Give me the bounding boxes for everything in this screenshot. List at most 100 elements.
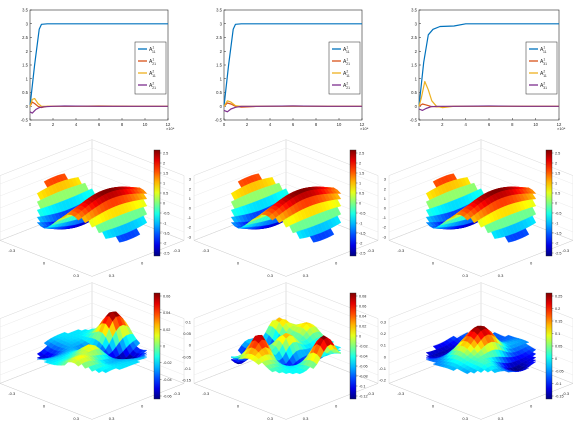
surface-patch [81,362,89,369]
x-tick-label: 6 [488,122,491,127]
series-line-4 [29,105,168,114]
x-tick-label: 0.3 [462,416,468,421]
colorbar-tick-label: -0.5 [555,212,562,216]
z-tick-label: -0.2 [379,377,387,382]
z-tick-label: -0.1 [379,366,387,371]
x-tick-label: 6 [292,122,295,127]
surface-patch [484,367,492,373]
surface-patch [295,371,304,375]
y-tick-label: 0 [141,403,144,408]
z-tick-label: 2 [189,186,192,191]
y-tick-label: 2 [220,49,223,54]
y-tick-label: -0.3 [173,248,181,253]
y-tick-label: 0.3 [303,416,309,421]
colorbar-tick-label: 0.25 [555,295,562,299]
y-tick-label: 3 [220,21,223,26]
surface-patch [255,214,263,219]
x-tick-label: 0.3 [267,416,273,421]
y-tick-label: 1 [415,76,418,81]
surface-patch [282,371,290,374]
x-tick-label: 2 [441,122,444,127]
colorbar-tick-label: -0.02 [163,361,172,365]
z-tick-label: -2 [382,225,386,230]
side-wall [388,282,482,384]
y-tick-label: 3.5 [22,8,28,13]
z-tick-label: 0.2 [380,331,386,336]
side-wall [193,282,287,384]
y-tick-label: -0.5 [215,118,223,123]
y-tick-label: -0.3 [562,248,570,253]
surface-patch [504,235,513,243]
z-tick-label: 1 [189,196,192,201]
surface-chart-1: 3210-1-2-3-0.300.30.30-0.32.521.510.50-0… [0,139,185,278]
z-gridline [193,314,379,352]
y-tick-label: -0.3 [173,391,181,396]
z-gridline [193,147,379,185]
colorbar-tick-label: 0 [359,335,361,339]
colorbar-tick-label: 0 [555,357,557,361]
z-tick-label: -2 [187,225,191,230]
colorbar-tick-label: 2 [359,162,361,166]
y-tick-label: 0.5 [22,90,28,95]
z-gridline [0,302,185,340]
series-line-4 [418,105,559,111]
x-tick-label: 8 [315,122,318,127]
surface-patch [463,213,471,221]
surface-patch [102,230,110,239]
colorbar-tick-label: -1.5 [163,232,170,236]
y-tick-label: 0 [530,403,533,408]
y-tick-label: 0 [415,104,418,109]
y-tick-label: 3.5 [216,8,222,13]
z-gridline [0,183,185,221]
colorbar-tick-label: -0.5 [359,212,366,216]
surface-patch [81,214,89,224]
colorbar-tick-label: 0.06 [359,305,366,309]
colorbar-tick-label: -0.06 [359,365,368,369]
x-tick-label: 6 [98,122,101,127]
z-gridline [193,171,379,209]
z-tick-label: -3 [382,234,386,239]
colorbar-tick-label: 0.04 [163,311,170,315]
legend-entry: A1 21 [149,58,156,67]
x-tick-label: -0.3 [397,248,405,253]
colorbar-tick-label: -2 [359,242,362,246]
x-tick-label: 4 [75,122,78,127]
x-tick-label: 0 [237,403,240,408]
y-tick-label: -0.5 [410,118,418,123]
y-tick-label: 2.5 [22,35,28,40]
y-tick-label: 0.3 [109,416,115,421]
colorbar [349,149,357,257]
y-tick-label: 0 [141,260,144,265]
colorbar-tick-label: 1.5 [163,172,168,176]
y-tick-label: 3 [415,21,418,26]
y-tick-label: 1.5 [411,63,417,68]
z-tick-label: 0 [384,354,387,359]
z-tick-label: 0 [189,206,192,211]
surface-patch [268,213,276,221]
y-tick-label: 0 [335,403,338,408]
surface-chart-6: 0.3 0.2 0.1 0 -0.1 -0.2 -0.3 0 0.3 0.3 0 -0.3 0.25 0.… [379,282,573,421]
colorbar-tick-label: -1.5 [359,232,366,236]
x-tick-label: -0.3 [397,391,405,396]
x-exponent-label: ×10⁴ [557,126,566,131]
surface-patch [101,369,110,374]
surface-patch [504,370,512,373]
surface-patch [490,368,499,374]
colorbar-tick-label: 0.15 [555,320,562,324]
surface-patch [74,213,82,221]
z-tick-label: -1 [382,215,386,220]
z-gridline [0,147,185,185]
colorbar-tick-label: 0 [555,202,557,206]
y-tick-label: 0.3 [498,416,504,421]
colorbar-tick-label: 1 [163,182,165,186]
colorbar-tick-label: 0.1 [555,332,560,336]
legend-entry: A1 11 [149,46,156,55]
y-tick-label: 0.3 [303,273,309,278]
surface-patch [296,230,304,239]
surface-patch [115,235,124,243]
surface-patch [115,366,124,370]
x-tick-label: 0 [237,260,240,265]
surface-patch [449,366,458,371]
colorbar-tick-label: -1 [359,222,362,226]
